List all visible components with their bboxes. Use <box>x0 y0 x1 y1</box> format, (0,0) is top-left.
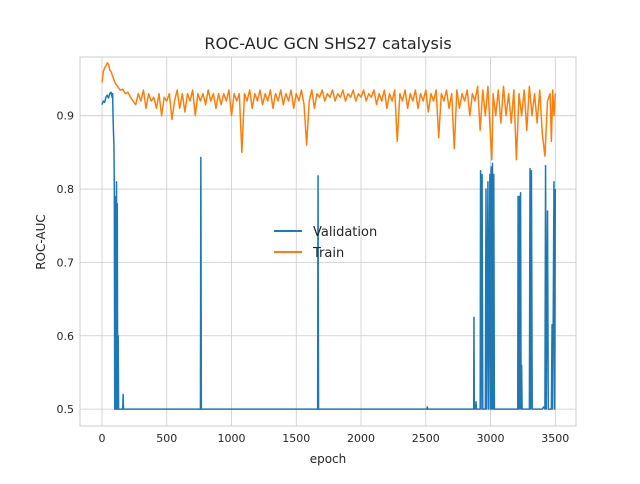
y-tick-labels: 0.5 0.6 0.7 0.8 0.9 <box>57 110 75 416</box>
y-axis-label: ROC-AUC <box>34 214 48 270</box>
x-tick-label: 2500 <box>412 432 440 445</box>
y-tick-label: 0.8 <box>57 183 75 196</box>
series-line-train <box>101 62 557 161</box>
x-tick-label: 0 <box>99 432 106 445</box>
legend-label-train: Train <box>312 246 344 261</box>
x-tick-label: 500 <box>156 432 177 445</box>
y-tick-label: 0.6 <box>57 330 75 343</box>
x-tick-label: 3500 <box>541 432 569 445</box>
y-tick-label: 0.9 <box>57 110 75 123</box>
x-axis-label: epoch <box>310 452 347 466</box>
y-tick-label: 0.7 <box>57 256 75 269</box>
plot-border <box>79 56 577 427</box>
x-tick-labels: 0 500 1000 1500 2000 2500 3000 3500 <box>99 432 570 445</box>
x-tick-label: 1000 <box>218 432 246 445</box>
x-tick-label: 3000 <box>477 432 505 445</box>
x-tick-label: 1500 <box>282 432 310 445</box>
legend-label-validation: Validation <box>313 225 377 240</box>
series-line-validation <box>101 91 557 410</box>
legend: Validation Train <box>274 225 377 261</box>
chart-title: ROC-AUC GCN SHS27 catalysis <box>204 34 451 53</box>
y-tick-label: 0.5 <box>57 403 75 416</box>
series-layer <box>101 62 557 410</box>
x-tick-label: 2000 <box>347 432 375 445</box>
